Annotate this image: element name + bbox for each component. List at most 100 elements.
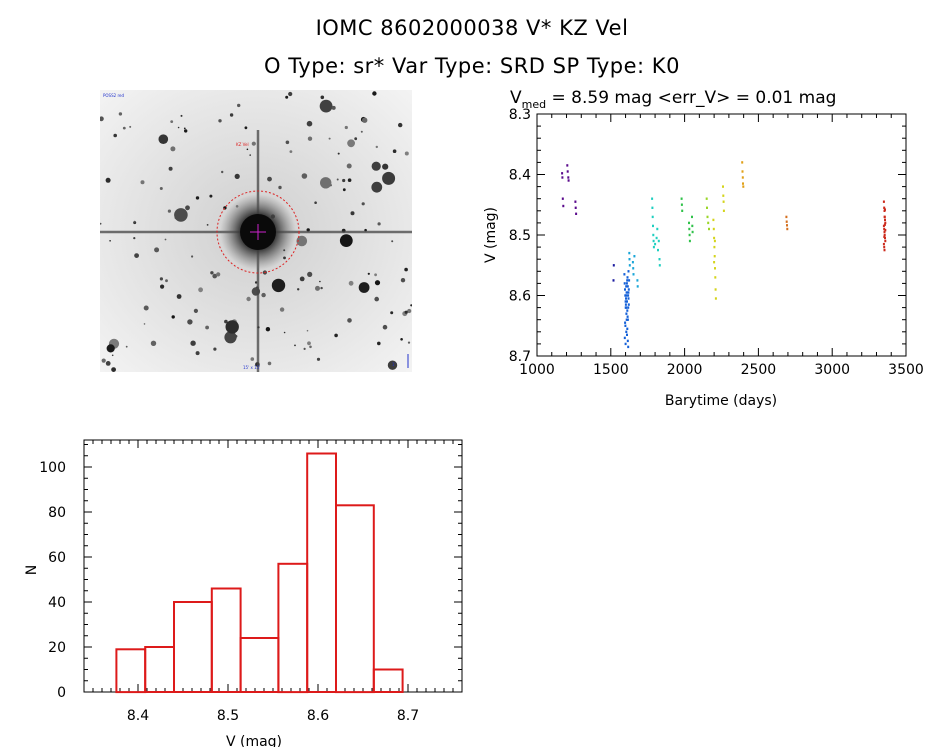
lc-point [628, 279, 631, 282]
field-star [289, 150, 293, 153]
field-star [159, 187, 163, 190]
field-star [170, 120, 174, 123]
field-star [336, 178, 339, 181]
field-star [158, 134, 169, 144]
lc-point [612, 264, 615, 267]
field-star [347, 318, 352, 323]
lc-point [651, 206, 654, 209]
field-star [301, 173, 308, 179]
hist-ytick-label: 100 [39, 460, 66, 476]
lc-xtick-label: 3000 [814, 362, 850, 378]
field-star [133, 220, 136, 223]
light-curve-title-v: V [510, 88, 522, 108]
field-star [404, 310, 408, 314]
field-star [390, 311, 394, 315]
lc-point [626, 333, 628, 336]
field-star [170, 146, 176, 152]
light-curve-title-sub: med [522, 98, 546, 111]
lc-point [651, 215, 654, 219]
field-star [184, 129, 188, 133]
lc-point [691, 215, 693, 219]
lc-point [652, 245, 655, 249]
field-star [347, 178, 352, 182]
lc-point [612, 279, 615, 282]
lc-point [623, 282, 626, 285]
lc-xtick-label: 3500 [888, 362, 924, 378]
lc-point [708, 227, 710, 231]
field-star [193, 308, 198, 313]
field-star [140, 180, 145, 185]
field-star [372, 91, 377, 96]
field-star [382, 171, 396, 185]
field-star [168, 166, 173, 171]
lc-point [654, 242, 657, 246]
hist-ytick-label: 0 [57, 685, 66, 701]
field-star [105, 361, 111, 366]
field-star [165, 279, 168, 283]
field-star [111, 354, 114, 357]
field-star [350, 211, 355, 216]
field-star [212, 273, 217, 279]
lc-point [713, 261, 716, 264]
light-curve-ylabel: V (mag) [483, 207, 499, 263]
lc-point [627, 345, 630, 349]
field-star [244, 126, 248, 130]
target-circle [216, 190, 300, 274]
field-star [387, 360, 398, 370]
lc-point [706, 215, 709, 219]
lc-point [625, 297, 627, 300]
field-star [129, 125, 132, 128]
field-star [216, 272, 221, 277]
field-star [374, 273, 377, 277]
lc-point [713, 239, 716, 243]
field-star [374, 280, 381, 286]
field-star [346, 163, 352, 169]
field-star [367, 272, 370, 275]
lc-point [884, 218, 886, 222]
finder-bottom-label: 15' x 15' [243, 365, 260, 370]
lc-point [624, 324, 627, 327]
lc-point [633, 255, 636, 258]
lc-point [628, 251, 631, 255]
finder-scale-label: 1' [392, 362, 396, 367]
field-star [191, 255, 194, 258]
field-star [164, 238, 167, 241]
field-star [198, 287, 203, 293]
lc-point [688, 233, 691, 237]
lc-point [626, 339, 629, 343]
field-star [398, 122, 403, 128]
field-star [195, 351, 200, 356]
field-star [187, 319, 193, 325]
lc-point [574, 200, 577, 203]
field-star [167, 209, 171, 213]
field-star [362, 117, 368, 123]
hist-xtick-label: 8.7 [397, 708, 419, 724]
field-star [296, 235, 308, 247]
field-star [331, 105, 336, 110]
field-star [185, 205, 190, 211]
field-star [342, 178, 346, 183]
lc-point [624, 306, 627, 309]
light-curve-chart: Vmed = 8.59 mag <err_V> = 0.01 mag 1000 1… [483, 88, 924, 409]
field-star [210, 271, 214, 275]
lc-point [714, 297, 717, 300]
light-curve-xlabel: Barytime (days) [665, 393, 777, 409]
lc-point [636, 279, 639, 282]
lc-point [627, 306, 630, 309]
lc-point [722, 209, 725, 212]
finder-target-label: KZ Vel [236, 142, 249, 147]
field-star [347, 139, 355, 148]
field-star [294, 344, 296, 347]
lc-point [712, 218, 715, 222]
lc-point [688, 227, 691, 231]
lc-point [625, 294, 628, 297]
field-star [407, 308, 412, 314]
histogram-bars [115, 452, 404, 694]
light-curve-frame [536, 113, 907, 357]
histogram-frame [83, 439, 463, 693]
field-star [246, 148, 249, 151]
lc-point [624, 294, 627, 297]
lc-point [705, 197, 708, 200]
lc-point [658, 264, 661, 267]
lc-point [626, 285, 629, 288]
